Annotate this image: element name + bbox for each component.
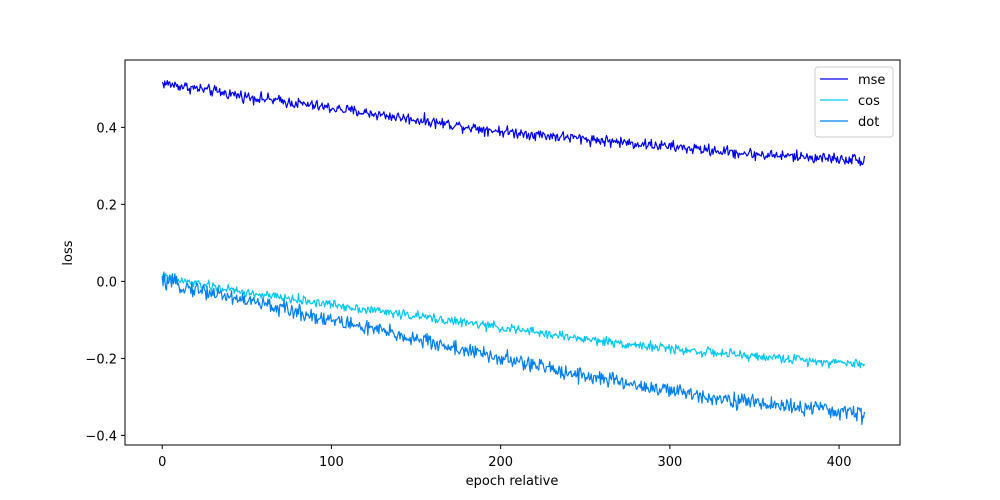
legend-label-cos: cos <box>858 94 880 109</box>
y-axis-label: loss <box>61 240 76 265</box>
y-axis-ticks: −0.4 −0.2 0.0 0.2 0.4 <box>85 121 125 444</box>
y-tick-label: 0.2 <box>96 198 117 213</box>
plot-frame <box>124 59 901 446</box>
series-line-cos <box>161 273 866 369</box>
y-tick-label: 0.0 <box>96 275 117 290</box>
legend-label-mse: mse <box>858 73 885 88</box>
x-tick-label: 0 <box>158 455 166 470</box>
y-tick-label: 0.4 <box>96 121 117 136</box>
x-tick-label: 400 <box>827 455 852 470</box>
series-line-dot <box>161 271 866 426</box>
legend-label-dot: dot <box>858 115 879 130</box>
x-axis-ticks: 0 100 200 300 400 <box>158 445 851 470</box>
x-tick-label: 200 <box>488 455 513 470</box>
series-line-mse <box>161 80 866 167</box>
x-tick-label: 100 <box>319 455 344 470</box>
y-tick-label: −0.2 <box>85 352 117 367</box>
legend-box <box>814 66 894 138</box>
legend: mse cos dot <box>814 66 894 138</box>
x-tick-label: 300 <box>657 455 682 470</box>
series-lines <box>161 80 866 426</box>
y-tick-label: −0.4 <box>85 429 117 444</box>
x-axis-label: epoch relative <box>466 474 559 489</box>
